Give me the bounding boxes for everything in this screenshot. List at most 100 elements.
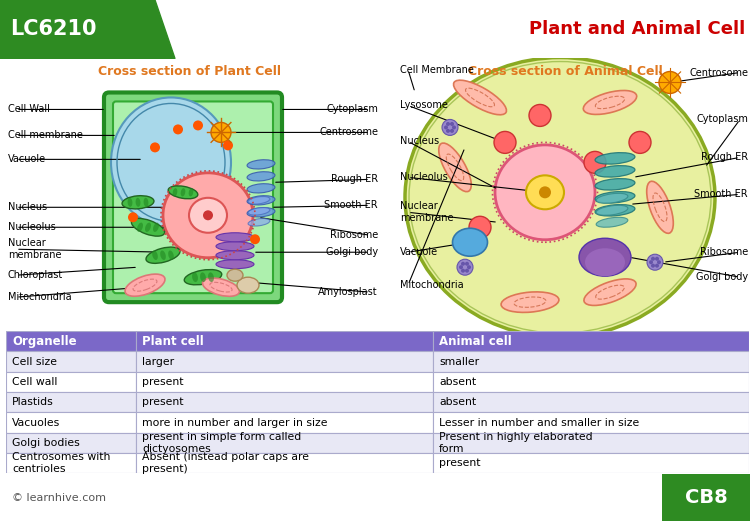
Ellipse shape <box>168 186 198 199</box>
FancyBboxPatch shape <box>433 453 749 473</box>
FancyBboxPatch shape <box>136 453 433 473</box>
Ellipse shape <box>216 251 254 260</box>
FancyBboxPatch shape <box>6 392 136 412</box>
Ellipse shape <box>216 242 254 251</box>
Circle shape <box>657 260 661 264</box>
Text: Amylosplast: Amylosplast <box>319 287 378 297</box>
Ellipse shape <box>595 166 635 177</box>
FancyBboxPatch shape <box>433 331 749 351</box>
Ellipse shape <box>137 223 143 232</box>
FancyBboxPatch shape <box>136 392 433 412</box>
Polygon shape <box>0 0 175 59</box>
Text: Golgi bodies: Golgi bodies <box>12 438 80 448</box>
Text: present: present <box>439 458 481 468</box>
Ellipse shape <box>145 223 151 232</box>
Text: Ribosome: Ribosome <box>330 230 378 240</box>
FancyBboxPatch shape <box>6 331 136 351</box>
Text: absent: absent <box>439 377 476 387</box>
Text: Cross section of Animal Cell: Cross section of Animal Cell <box>467 64 662 77</box>
Text: LC6210: LC6210 <box>10 19 97 39</box>
Text: Centrosome: Centrosome <box>319 128 378 138</box>
Ellipse shape <box>122 196 154 209</box>
FancyBboxPatch shape <box>104 93 282 302</box>
Text: present: present <box>142 397 183 407</box>
Ellipse shape <box>202 278 239 297</box>
Text: present in simple form called
dictyosomes: present in simple form called dictyosome… <box>142 432 301 453</box>
Text: Smooth ER: Smooth ER <box>695 189 748 199</box>
FancyBboxPatch shape <box>6 412 136 433</box>
Ellipse shape <box>596 206 628 215</box>
Ellipse shape <box>128 198 132 207</box>
FancyBboxPatch shape <box>433 412 749 433</box>
FancyBboxPatch shape <box>662 474 750 521</box>
Circle shape <box>647 254 663 270</box>
FancyBboxPatch shape <box>113 101 273 293</box>
FancyBboxPatch shape <box>136 331 433 351</box>
Text: Cell membrane: Cell membrane <box>8 130 83 140</box>
Circle shape <box>450 122 454 126</box>
Text: Nuclear
membrane: Nuclear membrane <box>400 201 454 223</box>
Text: Present in highly elaborated
form: Present in highly elaborated form <box>439 432 593 453</box>
Text: present: present <box>142 377 183 387</box>
FancyBboxPatch shape <box>433 372 749 392</box>
Circle shape <box>461 269 465 272</box>
Ellipse shape <box>248 219 270 226</box>
Circle shape <box>649 260 653 264</box>
FancyBboxPatch shape <box>136 351 433 372</box>
Circle shape <box>457 259 473 275</box>
Text: Cell Membrane: Cell Membrane <box>400 64 474 74</box>
Text: Lesser in number and smaller in size: Lesser in number and smaller in size <box>439 417 639 427</box>
Text: larger: larger <box>142 357 174 367</box>
FancyBboxPatch shape <box>433 351 749 372</box>
Circle shape <box>539 186 551 198</box>
Text: Cytoplasm: Cytoplasm <box>696 115 748 124</box>
Ellipse shape <box>579 238 631 276</box>
Ellipse shape <box>216 260 254 269</box>
Ellipse shape <box>452 228 488 256</box>
Ellipse shape <box>595 191 635 203</box>
Circle shape <box>446 129 450 133</box>
FancyBboxPatch shape <box>136 433 433 453</box>
FancyBboxPatch shape <box>433 392 749 412</box>
Text: more in number and larger in size: more in number and larger in size <box>142 417 328 427</box>
Text: Plant and Animal Cell: Plant and Animal Cell <box>528 20 745 38</box>
FancyBboxPatch shape <box>433 433 749 453</box>
Circle shape <box>651 264 655 268</box>
Ellipse shape <box>163 173 253 258</box>
FancyBboxPatch shape <box>6 351 136 372</box>
Text: Mitochondria: Mitochondria <box>400 280 464 290</box>
Text: Absent (instead polar caps are
present): Absent (instead polar caps are present) <box>142 452 309 474</box>
Text: Nucleus: Nucleus <box>400 137 439 146</box>
Text: © learnhive.com: © learnhive.com <box>12 493 106 503</box>
Ellipse shape <box>247 172 275 181</box>
Circle shape <box>465 262 469 266</box>
Ellipse shape <box>180 188 185 197</box>
Circle shape <box>467 265 471 269</box>
Text: Vacuoles: Vacuoles <box>12 417 60 427</box>
Ellipse shape <box>125 274 165 296</box>
Ellipse shape <box>596 217 628 228</box>
Ellipse shape <box>247 184 275 193</box>
Text: Golgi body: Golgi body <box>326 247 378 257</box>
Ellipse shape <box>189 188 193 197</box>
Ellipse shape <box>585 248 625 276</box>
Text: Ribosome: Ribosome <box>700 247 748 257</box>
Ellipse shape <box>584 279 636 305</box>
Ellipse shape <box>146 247 180 264</box>
Ellipse shape <box>495 145 595 240</box>
Ellipse shape <box>595 204 635 216</box>
Text: Chloroplast: Chloroplast <box>8 270 63 280</box>
Ellipse shape <box>173 188 177 197</box>
Text: Centrosome: Centrosome <box>689 67 748 77</box>
Text: Rough ER: Rough ER <box>331 174 378 184</box>
Circle shape <box>465 269 469 272</box>
Circle shape <box>211 122 231 142</box>
Text: Golgi body: Golgi body <box>696 272 748 282</box>
Circle shape <box>651 257 655 261</box>
Ellipse shape <box>526 175 564 209</box>
Text: Centrosomes with
centrioles: Centrosomes with centrioles <box>12 452 110 474</box>
Ellipse shape <box>596 194 628 203</box>
Circle shape <box>629 131 651 153</box>
FancyBboxPatch shape <box>136 412 433 433</box>
Ellipse shape <box>216 233 254 242</box>
